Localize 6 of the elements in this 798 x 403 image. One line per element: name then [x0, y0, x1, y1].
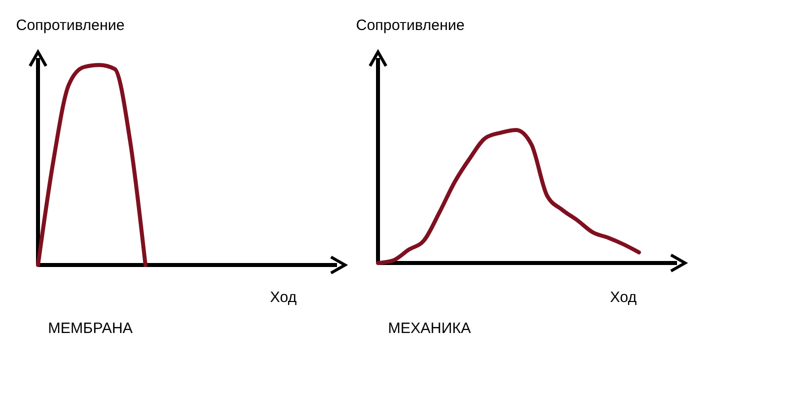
x-axis-title: Ход — [610, 289, 637, 306]
y-axis-title: Сопротивление — [16, 17, 125, 34]
text: МЕМБРАНА — [48, 320, 133, 337]
y-axis-title: Сопротивление — [356, 17, 465, 34]
text: МЕХАНИКА — [388, 320, 471, 337]
x-axis-title: Ход — [270, 289, 297, 306]
